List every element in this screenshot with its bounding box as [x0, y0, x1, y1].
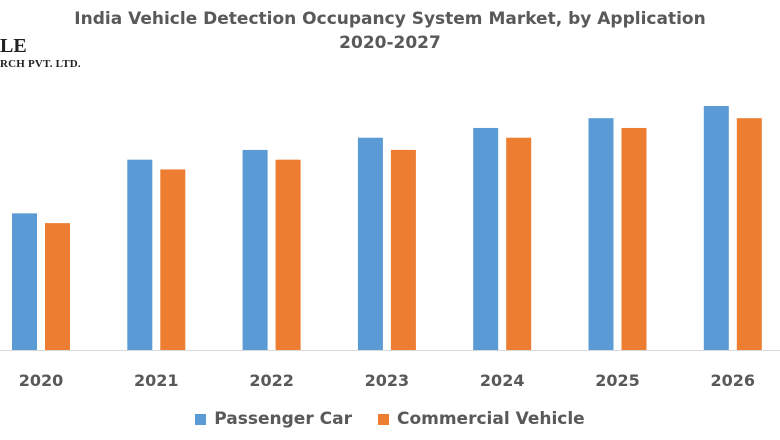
- x-tick-label: 2021: [134, 371, 179, 390]
- bar-commercial-vehicle-2021: [160, 169, 186, 350]
- bar-passenger-car-2023: [357, 137, 383, 350]
- legend-item-commercial-vehicle: Commercial Vehicle: [377, 409, 585, 429]
- bar-passenger-car-2020: [12, 213, 37, 350]
- x-tick-label: 2023: [365, 371, 410, 390]
- logo-text-line2: RCH PVT. LTD.: [0, 58, 81, 70]
- x-tick-label: 2022: [249, 371, 294, 390]
- bar-passenger-car-2022: [242, 149, 268, 350]
- bar-passenger-car-2021: [127, 159, 153, 350]
- x-tick-label: 2025: [595, 371, 640, 390]
- bar-commercial-vehicle-2020: [45, 223, 70, 350]
- bar-passenger-car-2026: [703, 106, 729, 350]
- x-tick-label: 2020: [19, 371, 64, 390]
- legend-label-commercial-vehicle: Commercial Vehicle: [396, 409, 585, 429]
- bar-commercial-vehicle-2024: [506, 137, 532, 350]
- logo-text-line1: LE: [0, 35, 27, 57]
- chart-legend: Passenger Car Commercial Vehicle: [0, 409, 780, 429]
- x-tick-label: 2024: [480, 371, 525, 390]
- legend-item-passenger-car: Passenger Car: [195, 409, 352, 429]
- legend-label-passenger-car: Passenger Car: [214, 409, 352, 429]
- x-tick-label: 2026: [711, 371, 756, 390]
- legend-swatch-passenger-car: [195, 413, 207, 425]
- bar-commercial-vehicle-2026: [736, 118, 762, 350]
- chart-title: India Vehicle Detection Occupancy System…: [74, 9, 706, 29]
- bar-passenger-car-2025: [588, 118, 614, 350]
- bar-commercial-vehicle-2023: [390, 149, 416, 350]
- legend-swatch-commercial-vehicle: [377, 413, 389, 425]
- chart-subtitle: 2020-2027: [339, 33, 441, 53]
- bar-commercial-vehicle-2022: [275, 159, 301, 350]
- bar-commercial-vehicle-2025: [621, 127, 647, 351]
- bar-passenger-car-2024: [473, 127, 499, 351]
